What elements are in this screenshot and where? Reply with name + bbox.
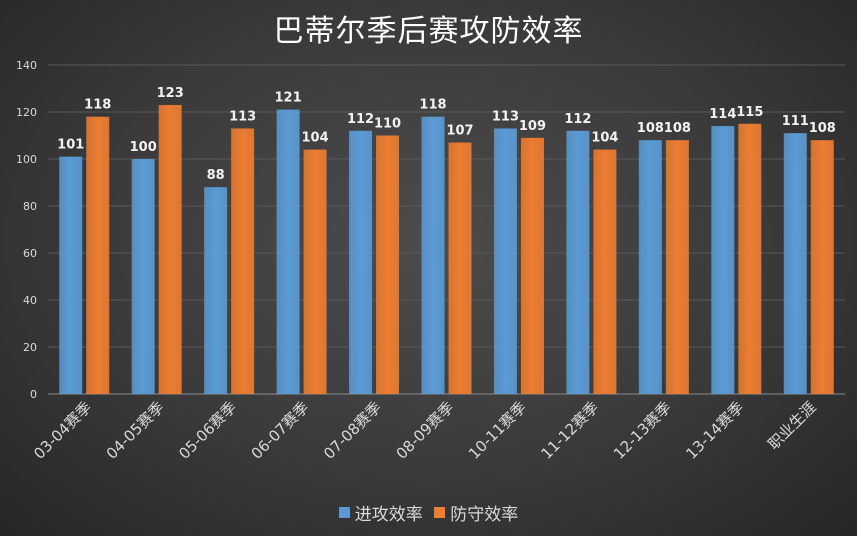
legend-item-defense: 防守效率 xyxy=(434,500,518,525)
data-label: 121 xyxy=(275,91,302,106)
y-tick-label: 120 xyxy=(16,106,37,119)
bar-offense xyxy=(638,140,662,394)
bar-offense xyxy=(131,159,155,394)
legend-swatch-defense xyxy=(434,507,446,518)
data-label: 100 xyxy=(130,140,157,155)
x-tick-label: 07-08赛季 xyxy=(320,398,385,463)
bar-offense xyxy=(421,116,445,394)
y-tick-label: 0 xyxy=(30,388,37,401)
data-label: 108 xyxy=(637,121,664,136)
x-tick-label: 05-06赛季 xyxy=(175,398,240,463)
chart-title: 巴蒂尔季后赛攻防效率 xyxy=(273,14,584,49)
bar-defense xyxy=(520,137,544,394)
y-tick-label: 40 xyxy=(23,294,37,307)
bar-defense xyxy=(665,140,689,394)
data-label: 123 xyxy=(157,86,184,101)
y-tick-label: 20 xyxy=(23,341,37,354)
x-tick-label: 06-07赛季 xyxy=(248,398,313,463)
x-tick-label: 10-11赛季 xyxy=(465,398,530,463)
x-tick-label: 13-14赛季 xyxy=(682,398,747,463)
y-tick-label: 60 xyxy=(23,247,37,260)
data-label: 118 xyxy=(419,98,446,113)
x-tick-label: 12-13赛季 xyxy=(610,398,675,463)
bar-offense xyxy=(276,109,300,395)
data-label: 118 xyxy=(84,98,111,113)
x-tick-label: 03-04赛季 xyxy=(30,398,95,463)
data-label: 109 xyxy=(519,119,546,134)
bar-offense xyxy=(783,133,807,394)
y-tick-label: 80 xyxy=(23,200,37,213)
data-label: 104 xyxy=(591,131,618,146)
data-label: 107 xyxy=(446,124,473,139)
bar-offense xyxy=(711,126,735,394)
bar-defense xyxy=(231,128,255,394)
bar-defense xyxy=(86,116,110,394)
x-tick-label: 08-09赛季 xyxy=(393,398,458,463)
bar-defense xyxy=(158,104,182,394)
bar-defense xyxy=(593,149,617,394)
bar-defense xyxy=(376,135,400,394)
data-label: 88 xyxy=(207,168,225,183)
x-tick-label: 职业生涯 xyxy=(764,398,819,453)
data-label: 108 xyxy=(664,121,691,136)
data-label: 111 xyxy=(782,114,809,129)
data-label: 110 xyxy=(374,117,401,132)
bar-defense xyxy=(303,149,327,394)
data-label: 112 xyxy=(347,112,374,127)
data-label: 114 xyxy=(709,107,736,122)
bar-offense xyxy=(204,187,228,394)
data-label: 101 xyxy=(57,138,84,153)
bar-offense xyxy=(59,156,83,394)
y-tick-label: 100 xyxy=(16,153,37,166)
data-label: 112 xyxy=(564,112,591,127)
bar-offense xyxy=(349,130,373,395)
x-tick-label: 04-05赛季 xyxy=(103,398,168,463)
data-label: 113 xyxy=(492,109,519,124)
bar-defense xyxy=(738,123,762,394)
bar-defense xyxy=(810,140,834,394)
data-label: 104 xyxy=(302,131,329,146)
x-tick-label: 11-12赛季 xyxy=(537,398,602,463)
bar-defense xyxy=(448,142,472,394)
data-label: 115 xyxy=(736,105,763,120)
y-tick-label: 140 xyxy=(16,59,37,72)
legend-item-offense: 进攻效率 xyxy=(338,500,423,525)
legend-label-defense: 防守效率 xyxy=(450,505,519,525)
legend: 进攻效率 防守效率 xyxy=(0,500,857,525)
legend-label-offense: 进攻效率 xyxy=(354,505,423,525)
bar-offense xyxy=(566,130,590,395)
data-label: 113 xyxy=(229,109,256,124)
legend-swatch-offense xyxy=(338,507,350,518)
data-label: 108 xyxy=(809,121,836,136)
bar-offense xyxy=(493,128,517,394)
